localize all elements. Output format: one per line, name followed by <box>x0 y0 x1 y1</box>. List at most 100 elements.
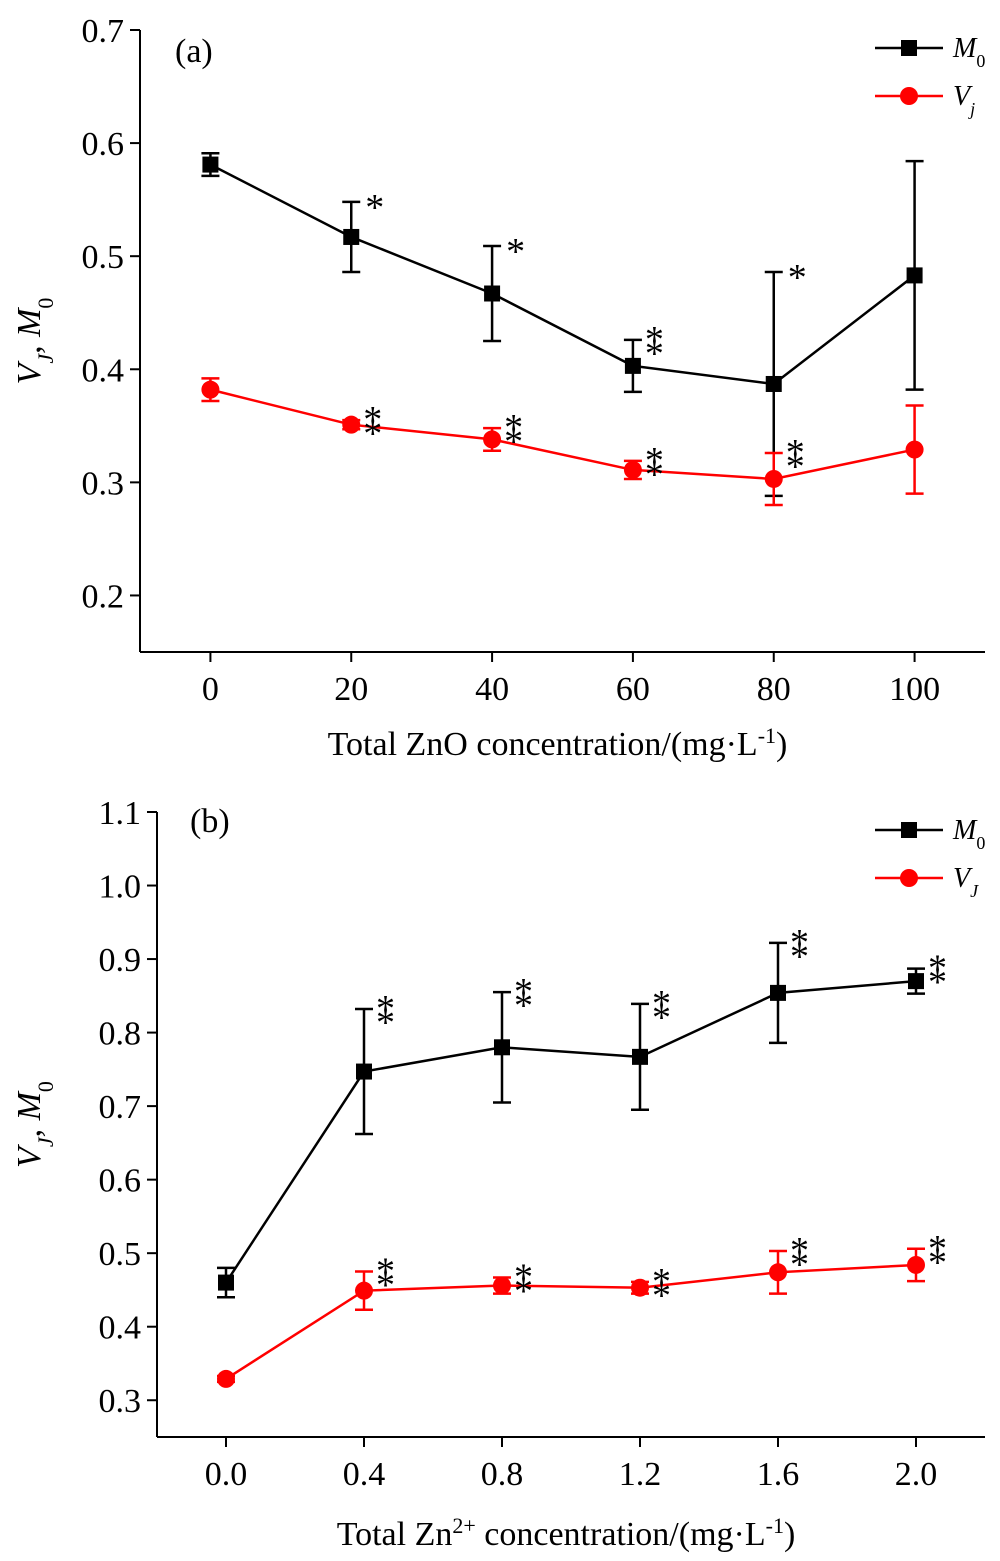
data-point <box>493 1276 511 1295</box>
significance-star: * <box>786 446 805 488</box>
significance-star: * <box>363 399 382 441</box>
y-tick-label: 0.7 <box>82 13 125 50</box>
series-M0: ***** <box>201 152 924 498</box>
significance-mark: ** <box>514 971 533 1027</box>
significance-star: * <box>786 432 805 474</box>
significance-mark: * <box>365 187 384 229</box>
y-axis-title: VJ, M0 <box>11 298 58 385</box>
significance-star: * <box>652 1261 671 1303</box>
significance-mark: ** <box>504 407 523 463</box>
significance-star: * <box>645 454 664 496</box>
significance-star: * <box>790 922 809 964</box>
significance-star: * <box>928 1228 947 1270</box>
significance-mark: ** <box>786 432 805 488</box>
data-point <box>624 357 641 374</box>
significance-star: * <box>376 988 395 1030</box>
panel-label: (a) <box>175 33 213 70</box>
x-tick-label: 80 <box>757 671 791 708</box>
legend: M0 Vj <box>875 33 985 119</box>
significance-star: * <box>514 971 533 1013</box>
significance-mark: ** <box>652 1261 671 1317</box>
significance-mark: ** <box>652 983 671 1039</box>
significance-mark: ** <box>645 319 664 375</box>
data-point <box>907 1255 925 1274</box>
significance-star: * <box>788 257 807 299</box>
series-VJ: ** ** **** ** <box>217 1228 947 1388</box>
legend-marker <box>900 87 918 105</box>
y-axis-title: VJ, M0 <box>11 1081 58 1168</box>
y-tick-label: 0.6 <box>82 126 125 163</box>
y-tick-label: 0.5 <box>99 1236 142 1273</box>
significance-star: * <box>645 333 664 375</box>
y-tick-label: 0.2 <box>82 578 125 615</box>
legend-marker <box>901 40 917 56</box>
x-tick-label: 60 <box>616 671 650 708</box>
significance-star: * <box>514 1256 533 1298</box>
data-point <box>905 440 924 459</box>
data-point <box>908 973 924 990</box>
significance-star: * <box>514 985 533 1027</box>
significance-mark: ** <box>376 988 395 1044</box>
data-point <box>483 430 502 449</box>
x-tick-label: 0.8 <box>481 1456 524 1493</box>
data-point <box>632 1048 648 1065</box>
data-point <box>769 1263 787 1282</box>
data-point <box>342 415 361 434</box>
significance-star: * <box>376 1265 395 1307</box>
significance-mark: ** <box>376 1251 395 1307</box>
legend-marker <box>901 822 917 838</box>
data-point <box>217 1369 235 1388</box>
y-tick-label: 0.7 <box>99 1089 142 1126</box>
data-point <box>623 460 642 479</box>
data-point <box>770 984 786 1001</box>
significance-star: * <box>928 948 947 990</box>
data-point <box>494 1039 510 1056</box>
data-point <box>631 1278 649 1297</box>
x-tick-label: 20 <box>334 671 368 708</box>
x-tick-label: 2.0 <box>895 1456 938 1493</box>
y-tick-label: 0.3 <box>99 1383 142 1420</box>
data-point <box>355 1281 373 1300</box>
legend-label: M0 <box>952 815 985 853</box>
y-tick-label: 1.0 <box>99 869 142 906</box>
significance-star: * <box>645 440 664 482</box>
significance-star: * <box>514 1270 533 1312</box>
y-tick-label: 1.1 <box>99 795 142 832</box>
legend-label: VJ <box>953 863 979 901</box>
panel-b: 0.3 0.4 0.5 0.6 0.7 0.8 0.9 1.0 1.1 0.0 0.4 0.8 1.2 1… <box>11 795 985 1553</box>
significance-star: * <box>790 1230 809 1272</box>
significance-star: * <box>790 936 809 978</box>
series-line <box>225 1263 917 1380</box>
series-line <box>209 163 916 386</box>
significance-star: * <box>376 1002 395 1044</box>
x-axis-title: Total Zn2+ concentration/(mg·L-1) <box>337 1513 796 1554</box>
data-point <box>202 156 219 173</box>
significance-star: * <box>928 962 947 1004</box>
x-tick-label: 1.6 <box>757 1456 800 1493</box>
y-tick-label: 0.9 <box>99 942 142 979</box>
x-tick-label: 0.4 <box>343 1456 386 1493</box>
y-tick-label: 0.4 <box>82 352 125 389</box>
significance-star: * <box>652 997 671 1039</box>
significance-mark: ** <box>645 440 664 496</box>
significance-star: * <box>652 983 671 1025</box>
data-point <box>343 228 360 245</box>
significance-mark: * <box>506 231 525 273</box>
y-tick-label: 0.6 <box>99 1163 142 1200</box>
significance-star: * <box>365 187 384 229</box>
legend-label: Vj <box>953 81 975 119</box>
data-point <box>764 469 783 488</box>
significance-star: * <box>652 1275 671 1317</box>
data-point <box>906 267 923 284</box>
panel-label: (b) <box>190 803 230 840</box>
x-axis-title: Total ZnO concentration/(mg·L-1) <box>328 723 788 764</box>
significance-mark: ** <box>790 1230 809 1286</box>
significance-star: * <box>506 231 525 273</box>
x-tick-label: 1.2 <box>619 1456 662 1493</box>
x-tick-label: 40 <box>475 671 509 708</box>
series-M0: **** **** ** <box>217 922 947 1299</box>
data-point <box>201 380 220 399</box>
x-tick-label: 0.0 <box>205 1456 248 1493</box>
